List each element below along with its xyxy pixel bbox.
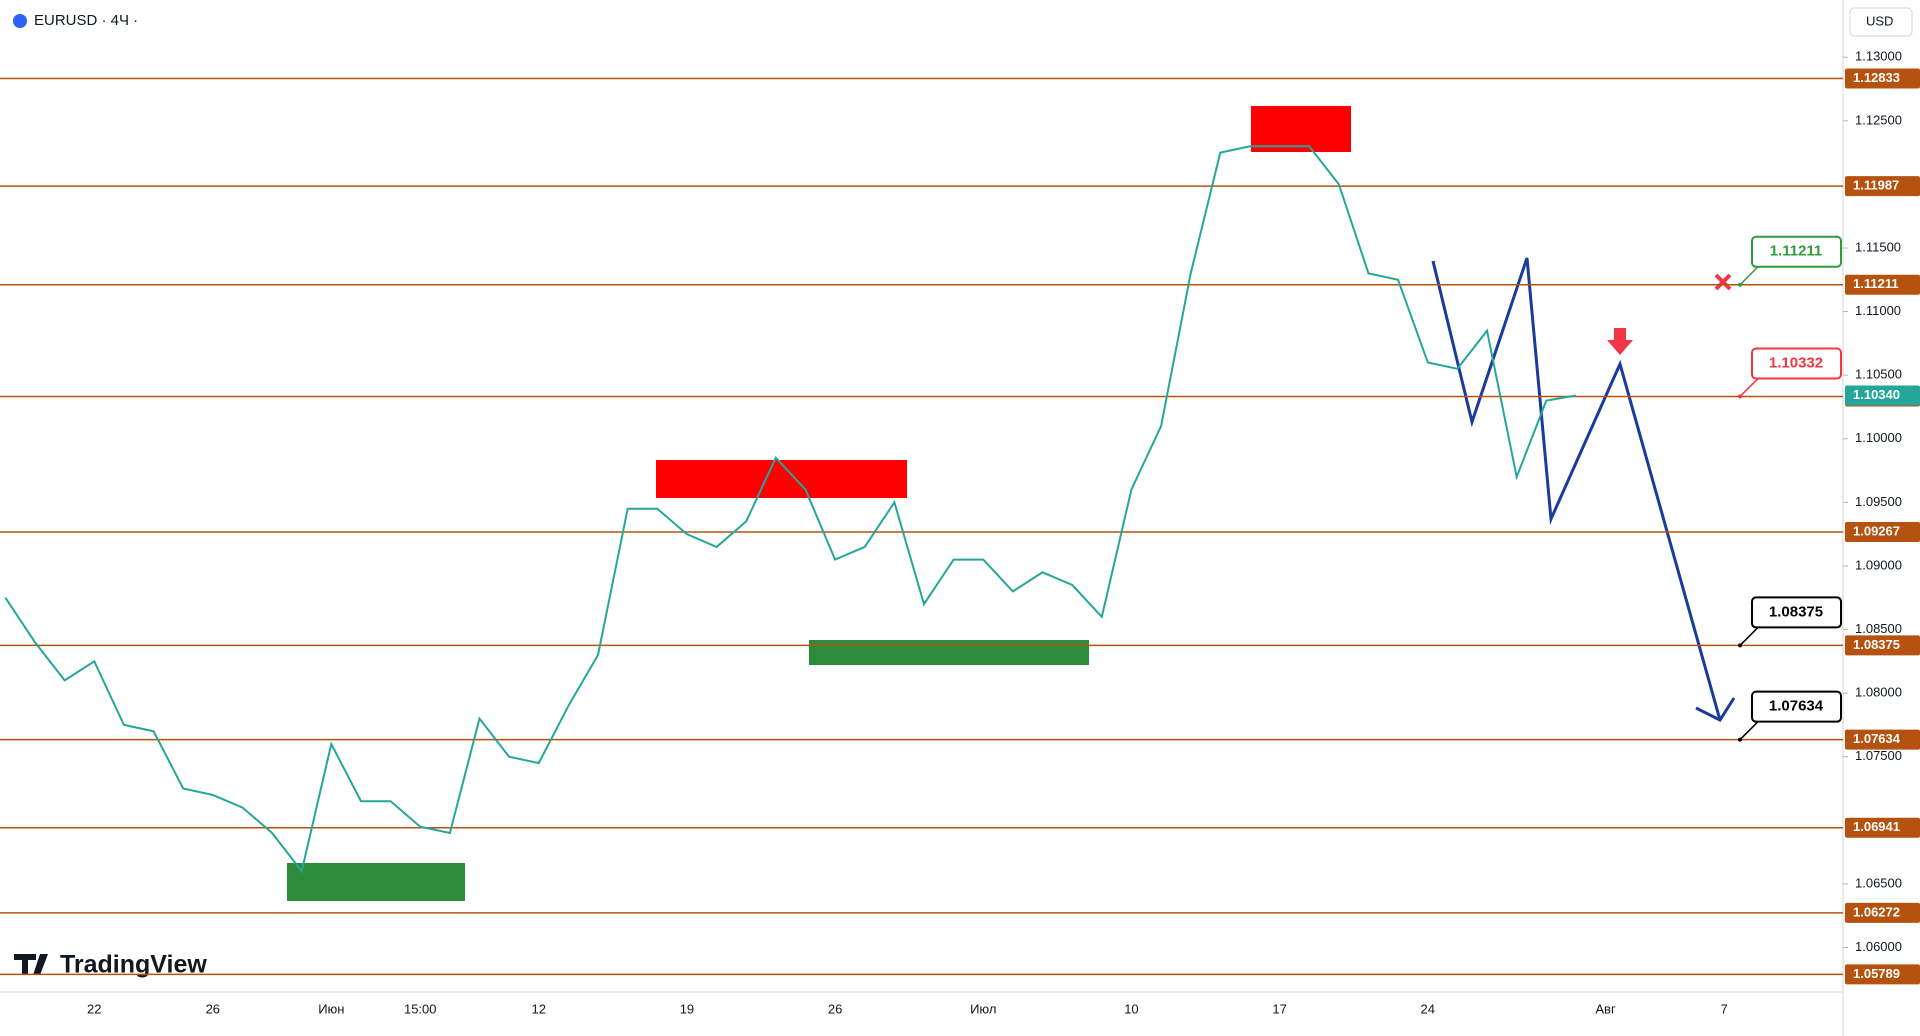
level-tag bbox=[1845, 521, 1920, 542]
price-line bbox=[4, 145, 1577, 874]
callout-box bbox=[1751, 235, 1842, 268]
callout-label: 1.07634 bbox=[1769, 698, 1824, 715]
demand-zone bbox=[287, 863, 465, 901]
y-tick-label: 1.11000 bbox=[1855, 303, 1901, 318]
callout-anchor bbox=[1738, 282, 1742, 287]
sell-arrow bbox=[1607, 328, 1633, 355]
level-label: 1.07634 bbox=[1853, 731, 1901, 746]
symbol-title[interactable]: EURUSD · 4Ч · bbox=[34, 12, 138, 29]
y-tick-label: 1.09000 bbox=[1855, 557, 1902, 572]
y-tick-label: 1.06500 bbox=[1855, 875, 1902, 890]
currency-button[interactable] bbox=[1849, 7, 1913, 37]
level-label: 1.11211 bbox=[1853, 276, 1899, 291]
y-tick-label: 1.12500 bbox=[1855, 112, 1902, 127]
x-tick-label: Июл bbox=[970, 1001, 996, 1016]
symbol-icon bbox=[13, 14, 27, 28]
last-price-tag bbox=[1845, 385, 1920, 406]
projection-arrow bbox=[1695, 697, 1736, 722]
x-tick-label: 24 bbox=[1421, 1001, 1435, 1016]
level-tag bbox=[1845, 817, 1920, 838]
x-tick-label: Авг bbox=[1595, 1001, 1616, 1016]
y-tick-label: 1.08000 bbox=[1855, 685, 1902, 700]
callout-box bbox=[1751, 596, 1842, 629]
level-label: 1.06941 bbox=[1853, 819, 1900, 834]
y-tick-label: 1.08500 bbox=[1855, 621, 1902, 636]
plot bbox=[287, 106, 1736, 901]
level-label: 1.09267 bbox=[1853, 523, 1900, 538]
callout-pointer bbox=[1739, 264, 1761, 286]
callout-anchor bbox=[1738, 737, 1742, 742]
callout-pointer bbox=[1739, 376, 1761, 398]
level-label: 1.11987 bbox=[1853, 178, 1899, 193]
x-tick-label: 10 bbox=[1124, 1001, 1138, 1016]
x-tick-label: 26 bbox=[206, 1001, 220, 1016]
level-tag bbox=[1845, 68, 1920, 89]
callout-box bbox=[1751, 347, 1842, 380]
y-tick-label: 1.09500 bbox=[1855, 494, 1902, 509]
x-tick-label: 19 bbox=[680, 1001, 694, 1016]
demand-zone bbox=[809, 640, 1089, 665]
level-tag bbox=[1845, 274, 1920, 295]
level-tag bbox=[1845, 964, 1920, 985]
level-tag bbox=[1845, 176, 1920, 197]
x-tick-label: Июн bbox=[318, 1001, 344, 1016]
y-tick-label: 1.07500 bbox=[1855, 748, 1902, 763]
currency[interactable]: USD bbox=[1866, 13, 1893, 28]
callout-label: 1.10332 bbox=[1769, 355, 1823, 372]
level-tag bbox=[1845, 729, 1920, 750]
x-tick-label: 12 bbox=[532, 1001, 546, 1016]
callout-anchor bbox=[1738, 643, 1742, 648]
y-tick-label: 1.10500 bbox=[1855, 367, 1902, 382]
level-label: 1.12833 bbox=[1853, 70, 1900, 85]
supply-zone bbox=[656, 460, 907, 498]
projection-path bbox=[1431, 257, 1722, 721]
y-tick-label: 1.11500 bbox=[1855, 239, 1901, 254]
level-label: 1.06272 bbox=[1853, 904, 1900, 919]
callout-label: 1.08375 bbox=[1769, 603, 1823, 620]
level-label: 1.08375 bbox=[1853, 637, 1900, 652]
y-tick-label: 1.06000 bbox=[1855, 939, 1902, 954]
cancel-mark bbox=[1714, 273, 1732, 291]
x-tick-label: 22 bbox=[87, 1001, 101, 1016]
logo-mark bbox=[14, 954, 48, 975]
level-label: 1.05789 bbox=[1853, 966, 1900, 981]
callout-label: 1.11211 bbox=[1770, 243, 1823, 260]
callout-box bbox=[1751, 690, 1842, 723]
level-tag bbox=[1845, 902, 1920, 923]
x-tick-label: 15:00 bbox=[404, 1001, 437, 1016]
last-price-label: 1.10340 bbox=[1853, 387, 1900, 402]
x-tick-label: 26 bbox=[828, 1001, 842, 1016]
x-tick-label: 7 bbox=[1720, 1001, 1727, 1016]
supply-zone bbox=[1251, 106, 1351, 152]
x-tick-label: 17 bbox=[1272, 1001, 1286, 1016]
callout-pointer bbox=[1739, 624, 1761, 646]
y-tick-label: 1.13000 bbox=[1855, 49, 1902, 64]
callout-anchor bbox=[1738, 394, 1742, 399]
y-tick-label: 1.10000 bbox=[1855, 430, 1902, 445]
level-tag bbox=[1845, 635, 1920, 656]
callout-pointer bbox=[1739, 719, 1761, 741]
